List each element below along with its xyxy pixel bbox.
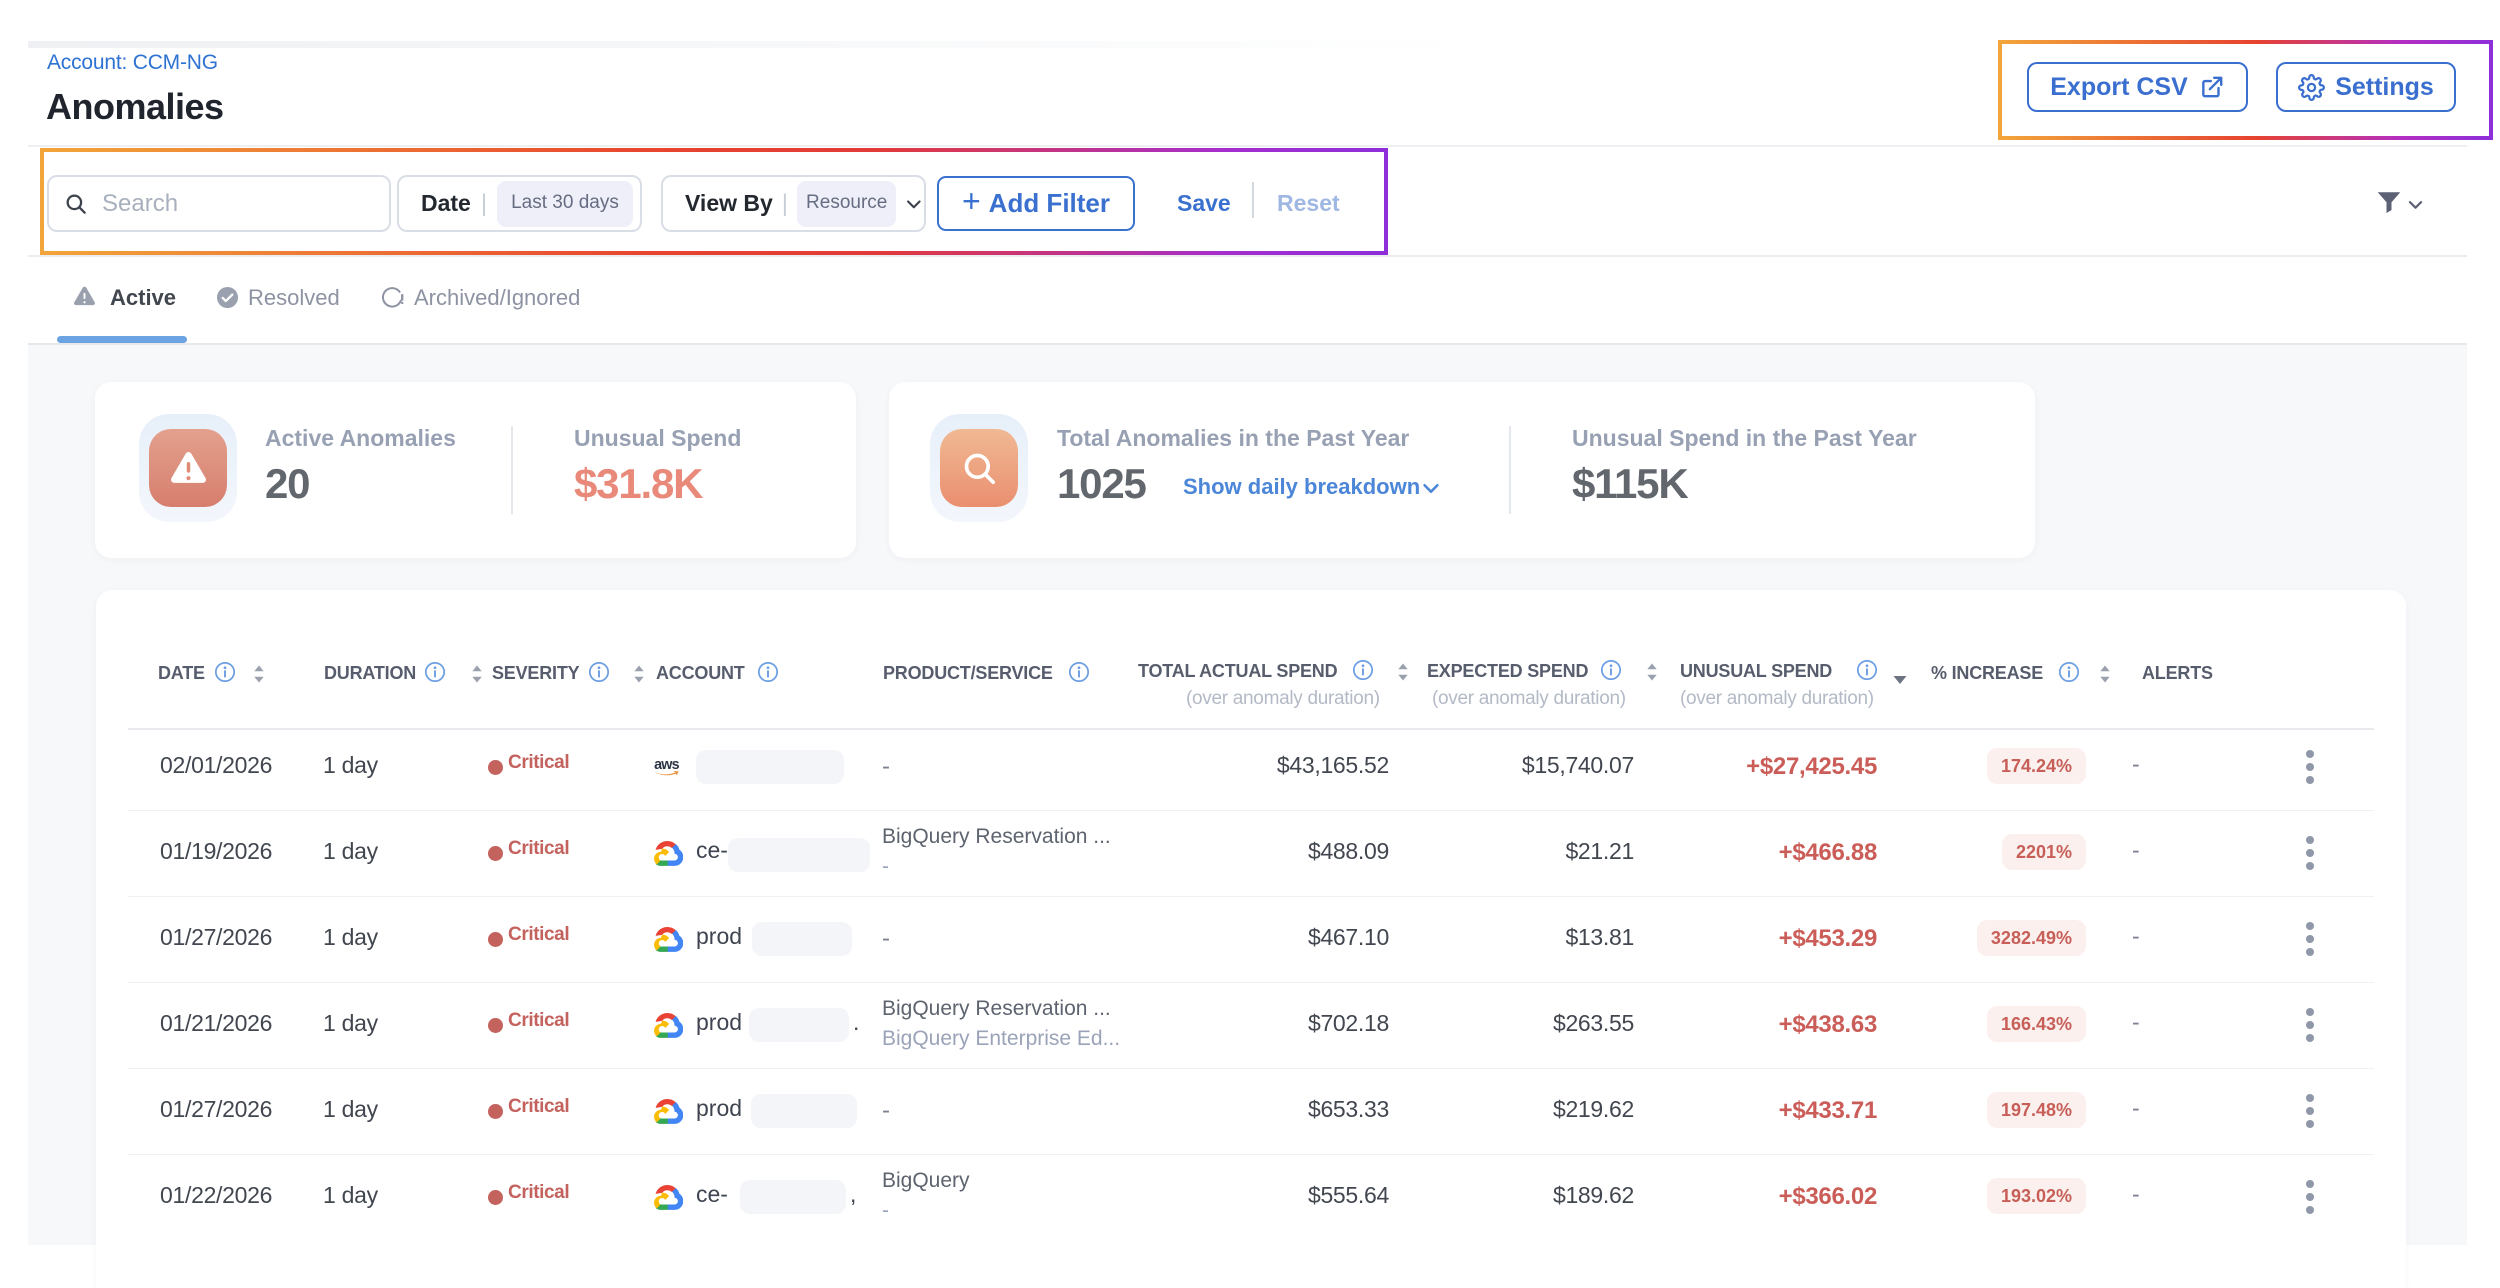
svg-text:aws: aws — [654, 757, 680, 773]
